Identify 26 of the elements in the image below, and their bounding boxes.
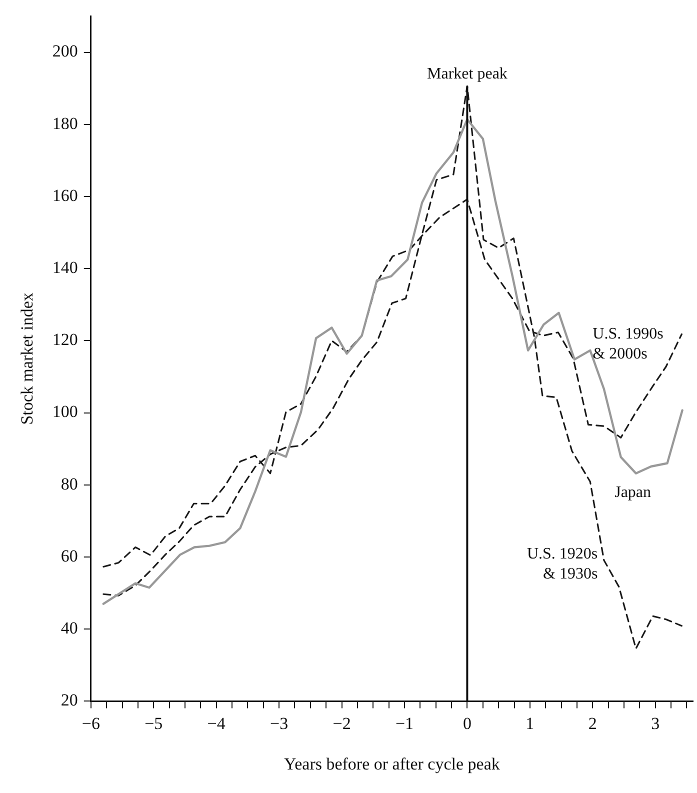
y-tick-label: 80 — [60, 474, 78, 494]
y-tick-label: 140 — [52, 258, 78, 278]
y-tick-label: 160 — [52, 186, 78, 205]
y-tick-label: 100 — [52, 402, 78, 422]
y-tick-label: 200 — [52, 42, 78, 61]
x-tick-label: 3 — [651, 714, 660, 733]
y-tick-label: 60 — [60, 546, 78, 566]
ref-line-label: Market peak — [427, 65, 508, 82]
x-axis-title: Years before or after cycle peak — [284, 754, 500, 774]
x-tick-label: 2 — [588, 714, 597, 733]
series-label: Japan — [614, 484, 652, 502]
x-tick-label: −1 — [395, 714, 414, 733]
x-tick-label: −5 — [144, 714, 163, 733]
x-tick-label: 0 — [462, 714, 472, 733]
y-tick-label: 180 — [52, 114, 78, 133]
x-tick-label: −4 — [207, 714, 226, 733]
x-tick-label: −3 — [270, 714, 288, 733]
x-tick-label: −2 — [332, 714, 351, 733]
series-label: U.S. 1920s & 1930s — [526, 545, 598, 582]
y-axis-title: Stock market index — [18, 292, 37, 425]
y-tick-label: 40 — [60, 618, 78, 638]
y-tick-label: 120 — [52, 330, 78, 350]
series-label: U.S. 1990s & 2000s — [592, 325, 664, 362]
y-tick-label: 20 — [60, 690, 78, 710]
x-tick-label: −6 — [82, 714, 100, 733]
x-tick-label: 1 — [526, 714, 534, 733]
